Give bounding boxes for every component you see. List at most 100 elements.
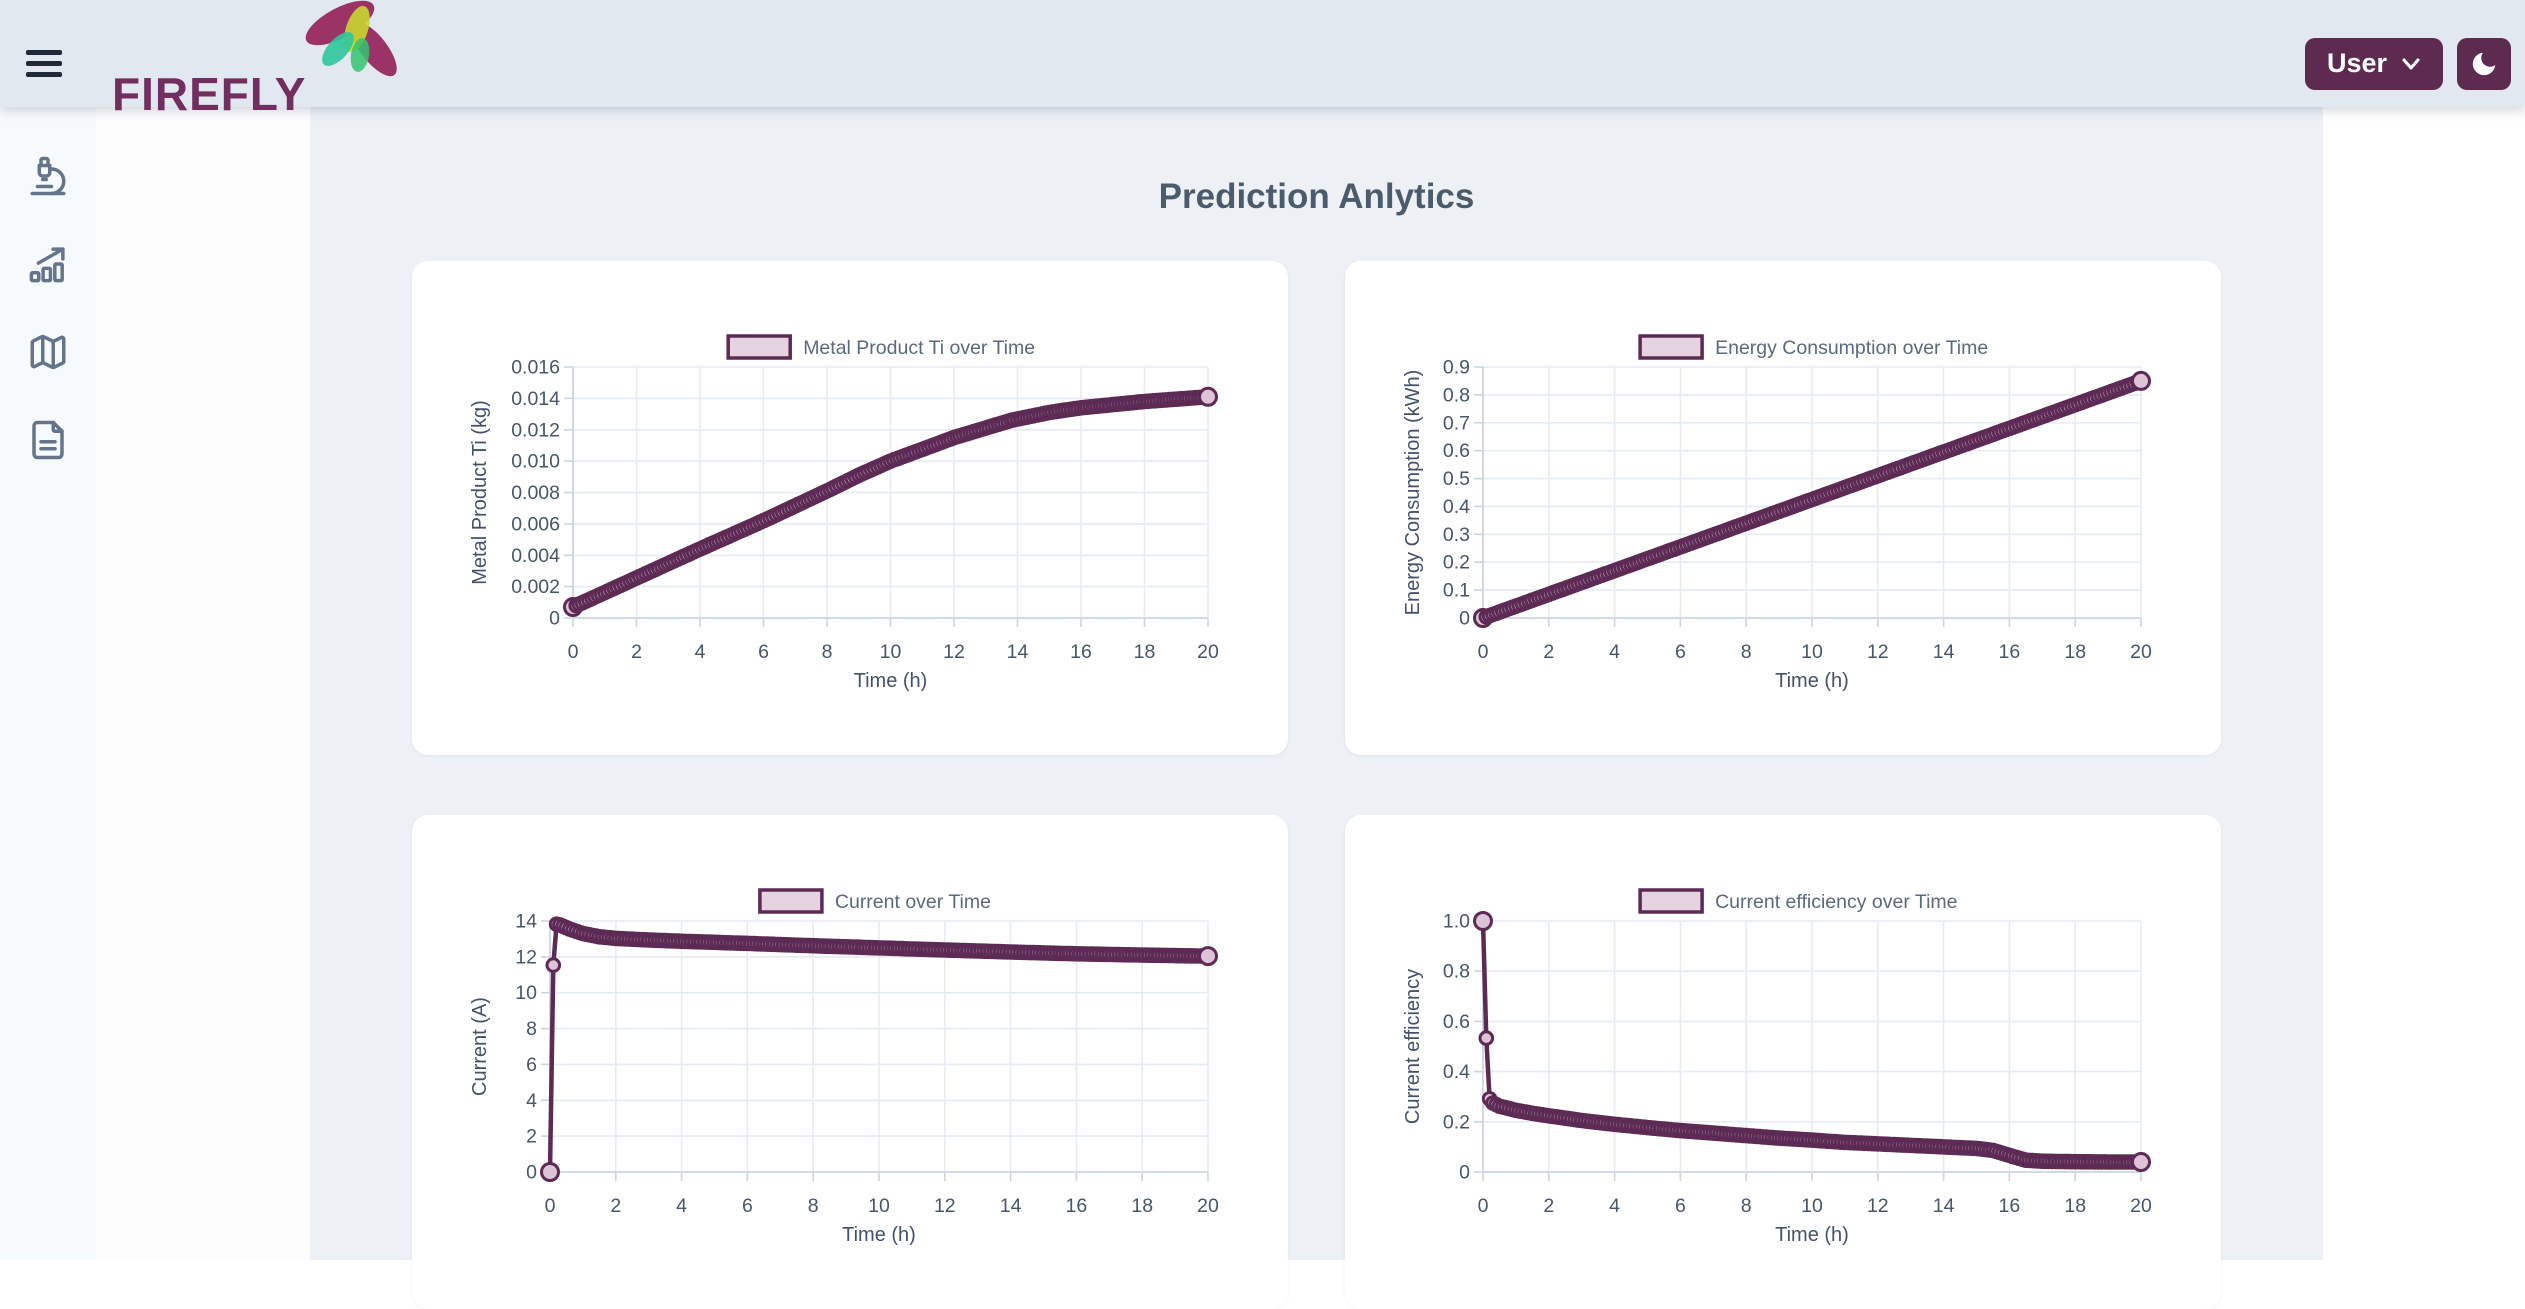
svg-text:0.4: 0.4: [1443, 1061, 1470, 1083]
svg-text:6: 6: [1675, 1195, 1686, 1217]
navbar-actions: User: [2304, 37, 2511, 90]
svg-text:6: 6: [742, 1195, 753, 1217]
svg-text:0.3: 0.3: [1443, 524, 1470, 546]
svg-text:4: 4: [676, 1195, 687, 1217]
hamburger-icon: [26, 50, 62, 55]
svg-text:0.2: 0.2: [1443, 552, 1470, 574]
sidebar-item-microscope[interactable]: [25, 153, 71, 199]
svg-text:0.002: 0.002: [511, 576, 560, 598]
svg-text:6: 6: [1675, 641, 1686, 663]
svg-text:16: 16: [1999, 1195, 2021, 1217]
svg-text:4: 4: [1609, 1195, 1620, 1217]
svg-text:10: 10: [880, 641, 902, 663]
main-panel: Prediction Anlytics 0 2 4 6 8 10 12 14 16 18 20 0 0.…: [310, 107, 2323, 1309]
svg-text:10: 10: [1801, 641, 1823, 663]
svg-text:Current efficiency: Current efficiency: [1402, 969, 1424, 1124]
svg-text:18: 18: [2064, 641, 2086, 663]
sidebar-item-analytics[interactable]: [25, 241, 71, 287]
brand-logo[interactable]: FIREFLY: [112, 0, 398, 120]
sidebar-item-documents[interactable]: [25, 417, 71, 463]
svg-text:Time (h): Time (h): [1775, 670, 1849, 692]
chart-current-efficiency[interactable]: 0 2 4 6 8 10 12 14 16 18 20 0 0.2 0.4 0.6 0.8 1.0 Current…: [1345, 815, 2221, 1309]
hamburger-menu-button[interactable]: [26, 41, 78, 87]
svg-text:0.014: 0.014: [511, 388, 560, 410]
svg-text:2: 2: [526, 1126, 537, 1148]
svg-text:6: 6: [526, 1054, 537, 1076]
svg-text:0.2: 0.2: [1443, 1111, 1470, 1133]
svg-text:12: 12: [1867, 641, 1889, 663]
user-menu-button[interactable]: User: [2304, 37, 2443, 90]
svg-text:0: 0: [526, 1162, 537, 1184]
page-title: Prediction Anlytics: [1158, 177, 1475, 216]
svg-text:12: 12: [934, 1195, 956, 1217]
sidebar-item-map[interactable]: [25, 329, 71, 375]
svg-text:0.1: 0.1: [1443, 580, 1470, 602]
svg-text:0.8: 0.8: [1443, 384, 1470, 406]
svg-text:Time (h): Time (h): [1775, 1224, 1849, 1246]
svg-text:14: 14: [1000, 1195, 1022, 1217]
brand-text: FIREFLY: [112, 67, 307, 120]
svg-text:8: 8: [822, 641, 833, 663]
chart-card-metal-product: 0 2 4 6 8 10 12 14 16 18 20 0 0.002 0.004 0.006 0.008 0.…: [412, 261, 1288, 755]
svg-text:10: 10: [868, 1195, 890, 1217]
svg-text:20: 20: [1197, 1195, 1219, 1217]
svg-text:0: 0: [1459, 608, 1470, 630]
chart-card-current: 0 2 4 6 8 10 12 14 16 18 20 0 2 4 6 8 10 12 14 Current (A) T…: [412, 815, 1288, 1309]
chart-grid: 0 2 4 6 8 10 12 14 16 18 20 0 0.002 0.004 0.006 0.008 0.…: [310, 261, 2323, 1309]
svg-text:Current (A): Current (A): [469, 997, 491, 1096]
svg-text:0: 0: [568, 641, 579, 663]
svg-text:4: 4: [1609, 641, 1620, 663]
sidebar-icon-rail: [0, 107, 96, 1260]
svg-text:Energy Consumption (kWh): Energy Consumption (kWh): [1402, 370, 1424, 616]
svg-text:14: 14: [1007, 641, 1029, 663]
svg-text:4: 4: [526, 1090, 537, 1112]
svg-text:18: 18: [1134, 641, 1156, 663]
svg-text:0.008: 0.008: [511, 482, 560, 504]
svg-text:12: 12: [943, 641, 965, 663]
svg-text:Time (h): Time (h): [854, 670, 928, 692]
svg-text:0.4: 0.4: [1443, 496, 1470, 518]
chart-metal-product-ti[interactable]: 0 2 4 6 8 10 12 14 16 18 20 0 0.002 0.004 0.006 0.008 0.…: [412, 261, 1288, 755]
svg-text:18: 18: [1131, 1195, 1153, 1217]
chart-current[interactable]: 0 2 4 6 8 10 12 14 16 18 20 0 2 4 6 8 10 12 14 Current (A) T…: [412, 815, 1288, 1309]
svg-text:2: 2: [631, 641, 642, 663]
navbar: FIREFLY User: [0, 0, 2525, 117]
svg-text:0.6: 0.6: [1443, 440, 1470, 462]
svg-text:16: 16: [1999, 641, 2021, 663]
chart-energy-consumption[interactable]: 0 2 4 6 8 10 12 14 16 18 20 0 0.1 0.2 0.3 0.4 0.5 0.6 0.7 0…: [1345, 261, 2221, 755]
svg-text:2: 2: [1543, 1195, 1554, 1217]
svg-text:0.010: 0.010: [511, 451, 560, 473]
sidebar: [0, 107, 310, 1260]
svg-text:20: 20: [2130, 641, 2152, 663]
chart-card-current-efficiency: 0 2 4 6 8 10 12 14 16 18 20 0 0.2 0.4 0.6 0.8 1.0 Current…: [1345, 815, 2221, 1309]
svg-text:Current efficiency over Time: Current efficiency over Time: [1715, 891, 1957, 913]
map-icon: [30, 334, 66, 370]
user-menu-label: User: [2326, 48, 2387, 78]
svg-text:0.7: 0.7: [1443, 412, 1470, 434]
svg-text:Time (h): Time (h): [842, 1224, 916, 1246]
chart-card-energy-consumption: 0 2 4 6 8 10 12 14 16 18 20 0 0.1 0.2 0.3 0.4 0.5 0.6 0.7 0…: [1345, 261, 2221, 755]
svg-text:12: 12: [1867, 1195, 1889, 1217]
svg-text:0.004: 0.004: [511, 545, 560, 567]
svg-text:18: 18: [2064, 1195, 2086, 1217]
svg-text:8: 8: [1741, 641, 1752, 663]
svg-text:0.9: 0.9: [1443, 357, 1470, 379]
svg-text:1.0: 1.0: [1443, 911, 1470, 933]
svg-text:Metal Product Ti over Time: Metal Product Ti over Time: [803, 337, 1035, 359]
svg-text:14: 14: [515, 911, 537, 933]
svg-text:14: 14: [1933, 1195, 1955, 1217]
svg-text:16: 16: [1066, 1195, 1088, 1217]
svg-text:0.006: 0.006: [511, 513, 560, 535]
svg-text:Current over Time: Current over Time: [835, 891, 991, 913]
microscope-icon: [30, 156, 66, 196]
moon-icon: [2472, 52, 2496, 75]
svg-text:0.6: 0.6: [1443, 1011, 1470, 1033]
svg-text:8: 8: [526, 1018, 537, 1040]
firefly-petals-icon: [306, 0, 398, 76]
svg-text:Metal Product Ti (kg): Metal Product Ti (kg): [469, 400, 491, 585]
svg-text:2: 2: [1543, 641, 1554, 663]
chevron-down-icon: [2402, 58, 2420, 69]
svg-text:Energy Consumption over Time: Energy Consumption over Time: [1715, 337, 1988, 359]
analytics-icon: [29, 247, 65, 283]
theme-toggle-button[interactable]: [2457, 37, 2511, 90]
